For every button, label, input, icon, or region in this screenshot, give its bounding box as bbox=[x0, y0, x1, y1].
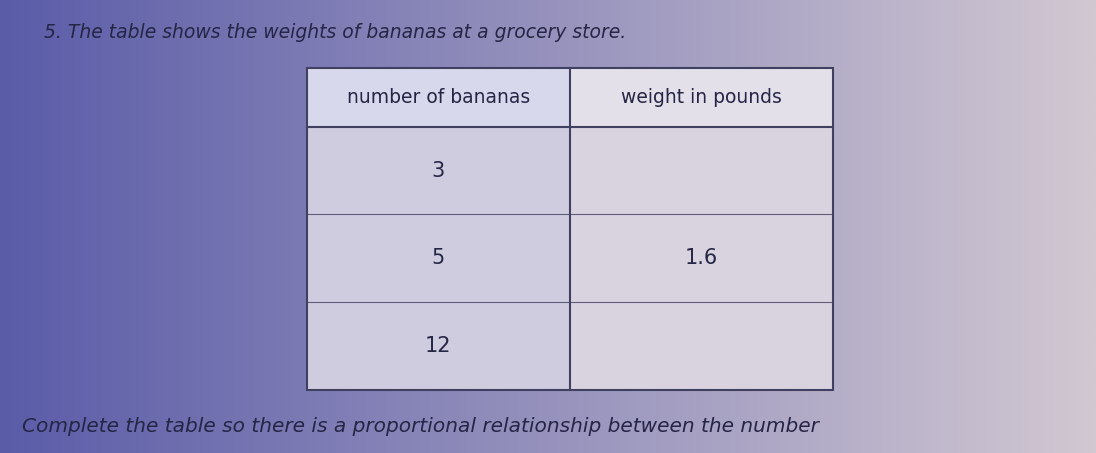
Bar bbox=[307, 302, 570, 390]
Text: 3: 3 bbox=[432, 161, 445, 181]
Bar bbox=[307, 127, 570, 214]
Text: Complete the table so there is a proportional relationship between the number: Complete the table so there is a proport… bbox=[22, 417, 819, 436]
Bar bbox=[570, 214, 833, 302]
Text: 1.6: 1.6 bbox=[685, 248, 718, 268]
Bar bbox=[307, 68, 833, 390]
Text: number of bananas: number of bananas bbox=[346, 88, 530, 107]
Bar bbox=[570, 127, 833, 214]
Text: weight in pounds: weight in pounds bbox=[621, 88, 781, 107]
Bar bbox=[570, 68, 833, 127]
Bar bbox=[307, 214, 570, 302]
Text: 5. The table shows the weights of bananas at a grocery store.: 5. The table shows the weights of banana… bbox=[44, 23, 626, 42]
Text: 5: 5 bbox=[432, 248, 445, 268]
Text: 12: 12 bbox=[425, 336, 452, 356]
Bar bbox=[570, 302, 833, 390]
Bar bbox=[307, 68, 570, 127]
